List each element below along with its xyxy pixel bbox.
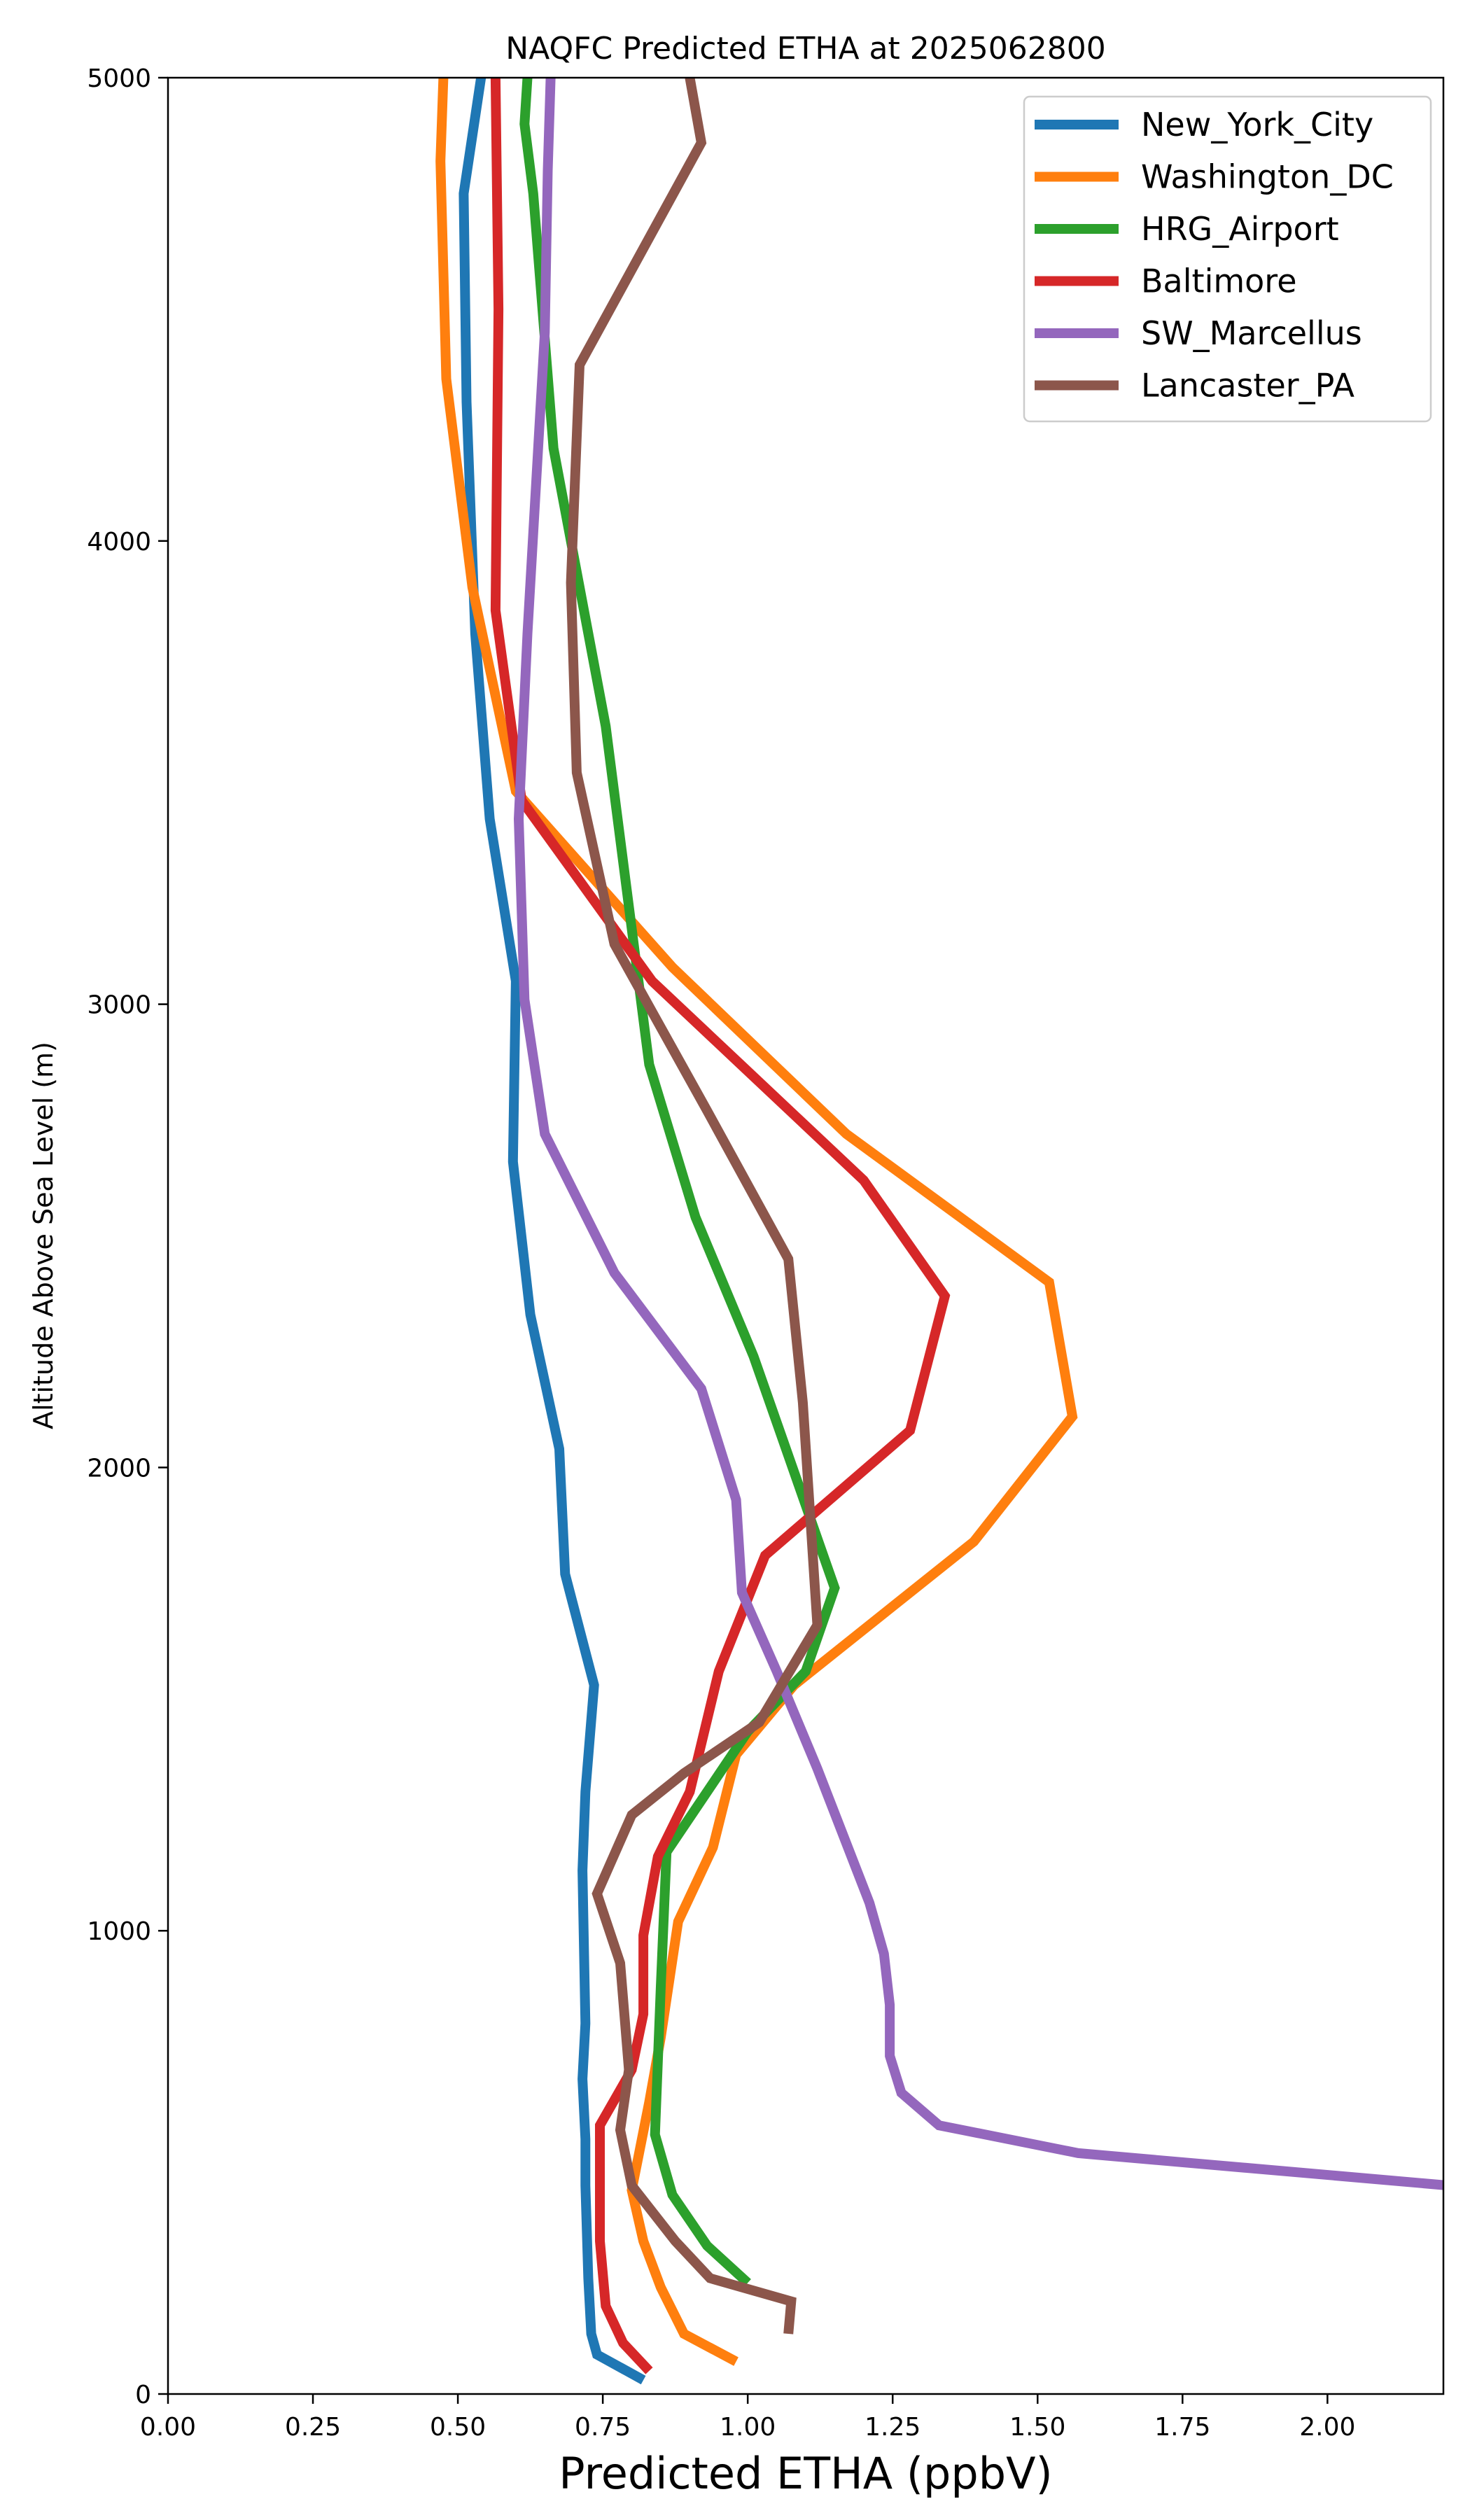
legend-label-baltimore: Baltimore — [1141, 262, 1297, 300]
plot-frame — [167, 76, 1445, 2395]
y-tick-label: 4000 — [87, 528, 151, 556]
series-line-sw-marcellus — [513, 78, 1443, 2190]
legend: New_York_City Washington_DC HRG_Airport Bal… — [1023, 95, 1432, 423]
y-tick-label: 5000 — [87, 64, 151, 93]
x-tick-label: 0.50 — [430, 2413, 486, 2442]
y-tick-label: 0 — [135, 2381, 151, 2409]
x-axis-ticks: 0.00 0.25 0.50 0.75 1.00 1.25 1.50 1.75 2.00 — [140, 2394, 1355, 2442]
x-tick-label: 0.00 — [140, 2413, 196, 2442]
y-tick-label: 1000 — [87, 1917, 151, 1946]
x-axis-label: Predicted ETHA (ppbV) — [559, 2448, 1052, 2499]
y-tick-label: 2000 — [87, 1454, 151, 1483]
legend-label-washington-dc: Washington_DC — [1141, 158, 1394, 196]
y-axis-label: Altitude Above Sea Level (m) — [28, 1042, 59, 1429]
legend-label-hrg-airport: HRG_Airport — [1141, 210, 1339, 248]
series-line-new-york-city — [458, 78, 646, 2385]
legend-label-new-york-city: New_York_City — [1141, 106, 1373, 144]
y-axis-ticks: 0 1000 2000 3000 4000 5000 — [87, 64, 168, 2409]
x-tick-label: 1.25 — [864, 2413, 920, 2442]
x-tick-label: 1.00 — [720, 2413, 776, 2442]
x-tick-label: 0.75 — [575, 2413, 631, 2442]
x-tick-label: 2.00 — [1299, 2413, 1355, 2442]
chart-title: NAQFC Predicted ETHA at 2025062800 — [505, 31, 1105, 66]
y-tick-label: 3000 — [87, 991, 151, 1020]
x-tick-label: 1.75 — [1154, 2413, 1210, 2442]
series-layer — [435, 78, 1443, 2385]
x-tick-label: 0.25 — [285, 2413, 341, 2442]
legend-label-lancaster-pa: Lancaster_PA — [1141, 367, 1354, 405]
legend-label-sw-marcellus: SW_Marcellus — [1141, 314, 1362, 352]
series-line-lancaster-pa — [566, 78, 822, 2334]
legend-frame — [1023, 95, 1432, 423]
x-tick-label: 1.50 — [1009, 2413, 1065, 2442]
series-line-baltimore — [490, 78, 951, 2374]
